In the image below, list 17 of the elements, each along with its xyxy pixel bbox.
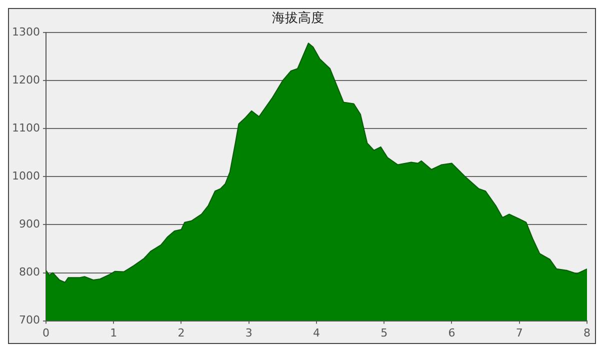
y-tick-label: 1100: [12, 122, 40, 135]
y-tick-label: 1200: [12, 73, 40, 86]
x-tick-label: 3: [245, 326, 252, 340]
y-tick-label: 900: [18, 218, 40, 231]
x-tick-label: 0: [42, 326, 50, 340]
x-tick-label: 2: [178, 326, 185, 340]
x-tick-label: 8: [584, 326, 590, 340]
y-tick-label: 800: [18, 266, 40, 279]
y-tick-label: 1300: [12, 25, 40, 38]
x-tick-label: 5: [380, 326, 388, 340]
x-tick-label: 7: [516, 326, 523, 340]
chart-title: 海拔高度: [272, 10, 324, 26]
x-tick-label: 6: [448, 326, 456, 340]
y-tick-label: 700: [18, 314, 40, 327]
y-tick-label: 1000: [12, 170, 40, 183]
x-tick-label: 4: [312, 326, 320, 340]
x-tick-label: 1: [110, 326, 118, 340]
